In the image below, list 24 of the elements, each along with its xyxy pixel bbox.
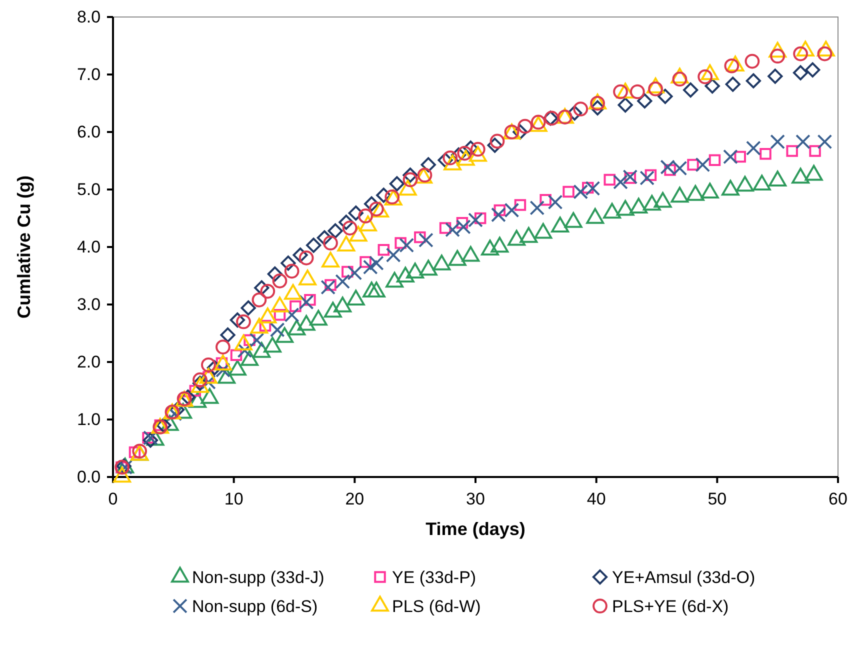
y-tick-label: 4.0 <box>76 237 101 256</box>
y-tick-label: 3.0 <box>76 294 101 314</box>
x-tick-label: 50 <box>708 490 727 509</box>
x-tick-label: 20 <box>345 490 364 509</box>
y-tick-label: 8.0 <box>76 7 101 26</box>
legend-label: PLS (6d-W) <box>392 596 481 616</box>
x-tick-label: 60 <box>828 490 848 509</box>
legend-label: PLS+YE (6d-X) <box>612 596 729 616</box>
x-tick-label: 0 <box>108 490 118 509</box>
y-tick-label: 6.0 <box>76 122 101 142</box>
y-tick-label: 2.0 <box>76 352 101 372</box>
x-tick-label: 10 <box>224 490 244 509</box>
legend-label: Non-supp (6d-S) <box>192 596 318 616</box>
legend-label: YE (33d-P) <box>392 568 476 587</box>
y-axis-title: Cumlative Cu (g) <box>14 175 34 319</box>
x-tick-label: 30 <box>466 490 485 509</box>
x-tick-label: 40 <box>586 490 606 509</box>
y-tick-label: 0.0 <box>76 467 101 486</box>
legend-label: YE+Amsul (33d-O) <box>612 568 756 587</box>
y-tick-label: 5.0 <box>76 180 101 199</box>
legend-label: Non-supp (33d-J) <box>192 568 324 587</box>
y-tick-label: 1.0 <box>76 410 101 429</box>
x-axis-title: Time (days) <box>426 519 526 539</box>
y-tick-label: 7.0 <box>76 64 101 84</box>
